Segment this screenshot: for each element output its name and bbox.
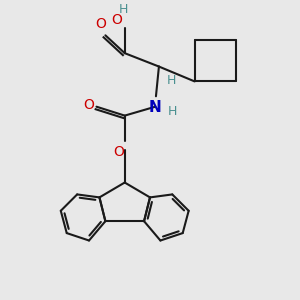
Text: O: O (113, 146, 124, 159)
Text: O: O (84, 98, 94, 112)
Text: O: O (95, 17, 106, 31)
Text: H: H (167, 74, 176, 87)
Text: H: H (118, 3, 128, 16)
Text: O: O (111, 13, 122, 27)
Text: H: H (168, 105, 177, 118)
Text: N: N (149, 100, 162, 115)
